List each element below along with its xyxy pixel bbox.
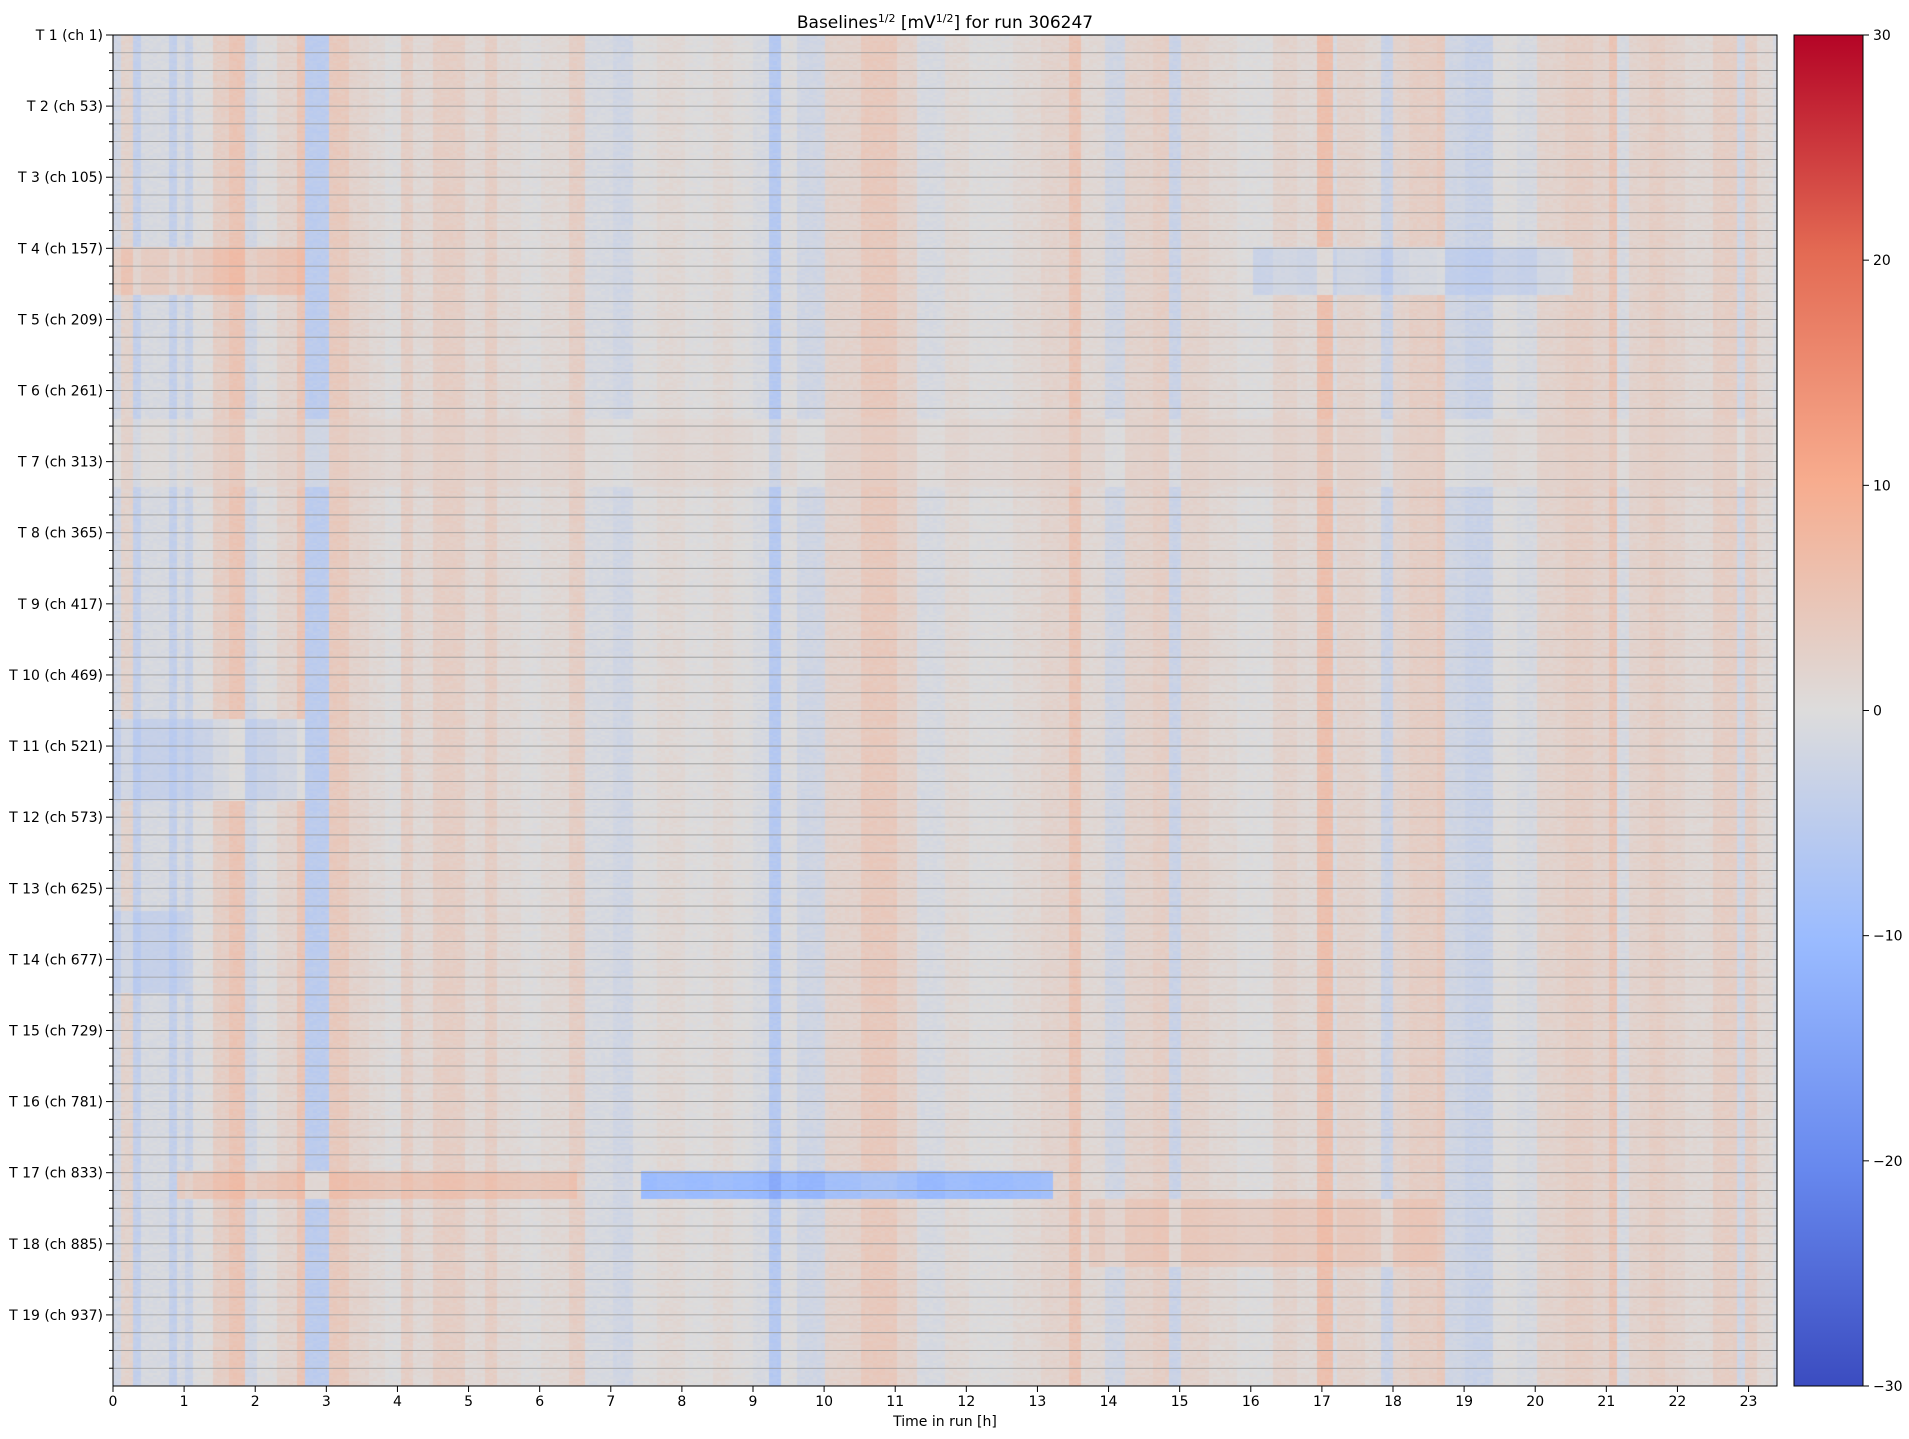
y-tick-label: T 16 (ch 781) xyxy=(8,1095,103,1111)
y-tick-label: T 18 (ch 885) xyxy=(8,1237,103,1253)
x-tick-label: 13 xyxy=(1029,1394,1047,1410)
y-tick-label: T 14 (ch 677) xyxy=(8,952,103,968)
y-tick-label: T 11 (ch 521) xyxy=(8,739,103,755)
x-tick-label: 14 xyxy=(1100,1394,1118,1410)
x-tick-label: 10 xyxy=(815,1394,833,1410)
y-tick-label: T 13 (ch 625) xyxy=(8,881,103,897)
y-axis-ticks: T 1 (ch 1) T 2 (ch 53) T 3 (ch 105) T 4 (ch… xyxy=(8,28,113,1369)
x-tick-label: 1 xyxy=(180,1394,189,1410)
x-axis-label: Time in run [h] xyxy=(892,1414,997,1430)
y-tick-label: T 10 (ch 469) xyxy=(8,668,103,684)
x-tick-label: 23 xyxy=(1740,1394,1758,1410)
x-tick-label: 9 xyxy=(749,1394,758,1410)
y-tick-label: T 19 (ch 937) xyxy=(8,1308,103,1324)
y-tick-label: T 1 (ch 1) xyxy=(35,28,103,44)
colorbar-tick-label: 0 xyxy=(1873,704,1882,720)
x-tick-label: 3 xyxy=(322,1394,331,1410)
y-tick-label: T 17 (ch 833) xyxy=(8,1166,103,1182)
colorbar-tick-label: 10 xyxy=(1873,478,1891,494)
y-tick-label: T 9 (ch 417) xyxy=(17,597,103,613)
x-tick-label: 11 xyxy=(886,1394,904,1410)
x-tick-label: 16 xyxy=(1242,1394,1260,1410)
x-tick-label: 4 xyxy=(393,1394,402,1410)
x-tick-label: 17 xyxy=(1313,1394,1331,1410)
colorbar-tick-label: −10 xyxy=(1873,929,1903,945)
colorbar-tick-label: −20 xyxy=(1873,1154,1903,1170)
y-tick-label: T 7 (ch 313) xyxy=(17,455,103,471)
x-tick-label: 7 xyxy=(606,1394,615,1410)
x-tick-label: 5 xyxy=(464,1394,473,1410)
colorbar-tick-label: 20 xyxy=(1873,253,1891,269)
colorbar-tick-label: −30 xyxy=(1873,1379,1903,1395)
x-tick-label: 15 xyxy=(1171,1394,1189,1410)
x-tick-label: 18 xyxy=(1384,1394,1402,1410)
x-tick-label: 6 xyxy=(535,1394,544,1410)
x-tick-label: 2 xyxy=(251,1394,260,1410)
y-tick-label: T 15 (ch 729) xyxy=(8,1023,103,1039)
x-tick-label: 19 xyxy=(1455,1394,1473,1410)
colorbar-ticks: 30 20 10 0 −10 −20 −30 xyxy=(1863,28,1903,1395)
y-tick-label: T 5 (ch 209) xyxy=(17,312,103,328)
x-tick-label: 20 xyxy=(1526,1394,1544,1410)
colorbar-tick-label: 30 xyxy=(1873,28,1891,44)
y-tick-label: T 8 (ch 365) xyxy=(17,526,103,542)
y-tick-label: T 3 (ch 105) xyxy=(17,170,103,186)
x-tick-label: 0 xyxy=(109,1394,118,1410)
y-tick-label: T 6 (ch 261) xyxy=(17,384,103,400)
x-tick-label: 8 xyxy=(677,1394,686,1410)
x-tick-label: 22 xyxy=(1669,1394,1687,1410)
x-axis-ticks: 0 1 2 3 4 5 6 7 8 9 10 11 12 13 14 15 16 17 18 19 20 21 22 23 xyxy=(109,1386,1758,1410)
x-tick-label: 21 xyxy=(1597,1394,1615,1410)
y-tick-label: T 4 (ch 157) xyxy=(17,241,103,257)
colorbar xyxy=(1793,34,1864,1387)
chart-title: Baselines1/2 [mV1/2] for run 306247 xyxy=(797,12,1093,33)
y-tick-label: T 12 (ch 573) xyxy=(8,810,103,826)
x-tick-label: 12 xyxy=(957,1394,975,1410)
channel-grid-lines xyxy=(113,52,1777,1369)
y-tick-label: T 2 (ch 53) xyxy=(26,99,103,115)
